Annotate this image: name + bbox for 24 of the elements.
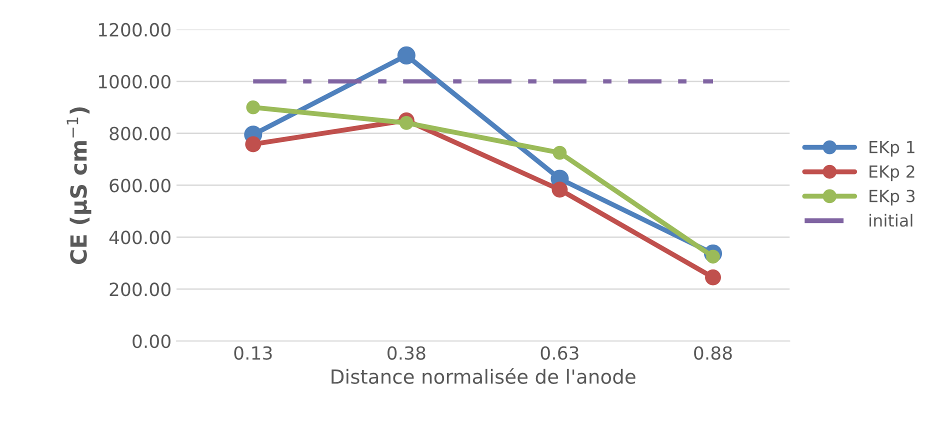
point	[552, 146, 567, 160]
y-tick-label: 1000.00	[98, 74, 170, 89]
y-tick-label: 400.00	[109, 230, 170, 244]
y-tick-label: 1200.00	[98, 22, 170, 37]
point	[245, 136, 262, 152]
x-tick-label: 0.88	[694, 346, 732, 360]
point	[705, 269, 721, 286]
point	[552, 182, 568, 198]
point	[246, 100, 260, 114]
y-tick-label: 200.00	[110, 282, 170, 296]
y-tick-label: 600.00	[110, 178, 170, 192]
legend-label: EKp 3	[870, 190, 915, 206]
point	[399, 116, 414, 130]
x-tick-label: 0.38	[388, 346, 426, 360]
legend-label: EKp 1	[870, 140, 914, 157]
y-tick-label: 800.00	[110, 126, 170, 140]
legend-label: EKp 2	[870, 165, 914, 182]
x-tick-label: 0.63	[540, 346, 578, 360]
x-tick-label: 0.13	[234, 346, 272, 360]
y-tick-label: 0.00	[132, 334, 170, 348]
legend-label: initial	[870, 214, 912, 227]
y-axis-title: CE (µS cm$^{−1}$)	[66, 107, 92, 264]
x-axis-title: Distance normalisée de l'anode	[332, 368, 636, 384]
point	[397, 46, 416, 64]
